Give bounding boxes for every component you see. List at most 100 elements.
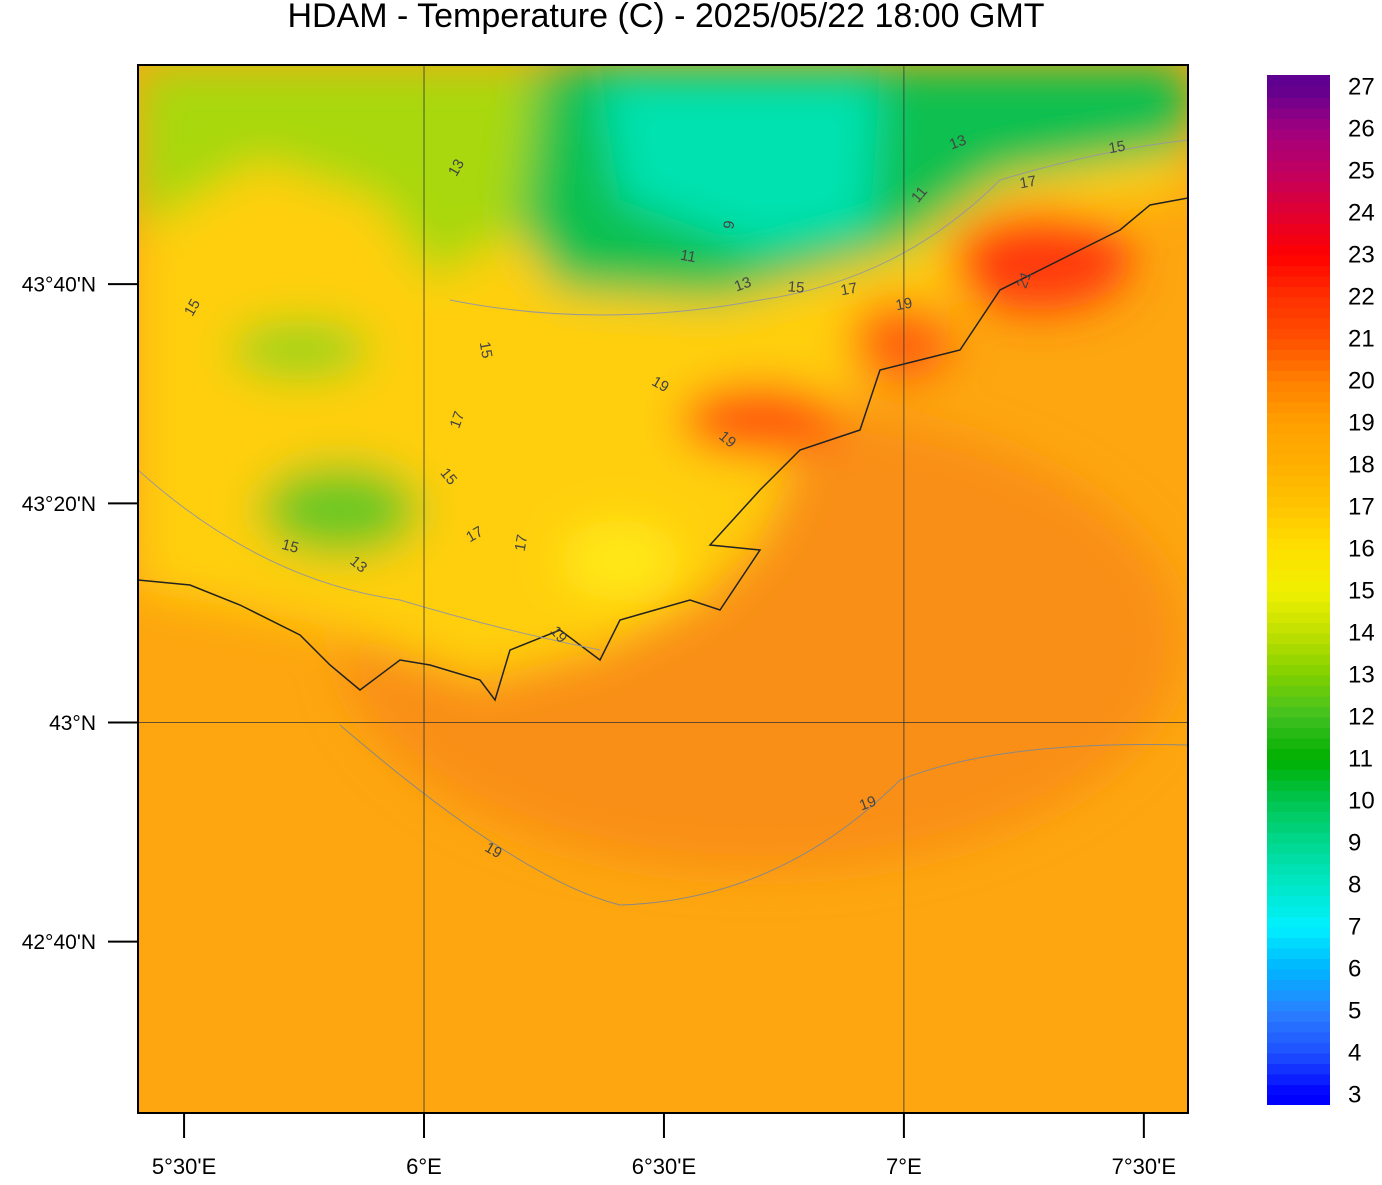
colorbar-tick-label: 12	[1348, 703, 1375, 730]
colorbar-band	[1267, 968, 1330, 980]
contour-label: 17	[447, 409, 469, 430]
colorbar-band	[1267, 370, 1330, 382]
colorbar-tick-label: 24	[1348, 199, 1375, 226]
colorbar-tick-label: 25	[1348, 157, 1375, 184]
contour-label: 19	[894, 295, 913, 315]
colorbar-tick-label: 13	[1348, 661, 1375, 688]
colorbar-band	[1267, 905, 1330, 917]
contour-label: 19	[649, 373, 672, 396]
colorbar-band	[1267, 821, 1330, 833]
colorbar-band	[1267, 706, 1330, 718]
colorbar-band	[1267, 139, 1330, 151]
colorbar-tick-label: 9	[1348, 829, 1361, 856]
contour-label: 15	[280, 536, 301, 557]
colorbar-tick-label: 3	[1348, 1081, 1361, 1108]
colorbar-band	[1267, 296, 1330, 308]
colorbar-band	[1267, 622, 1330, 634]
colorbar-band	[1267, 412, 1330, 424]
colorbar-band	[1267, 86, 1330, 98]
colorbar-tick-label: 23	[1348, 241, 1375, 268]
colorbar-tick-label: 10	[1348, 787, 1375, 814]
colorbar-band	[1267, 590, 1330, 602]
colorbar-tick-label: 17	[1348, 493, 1375, 520]
colorbar-band	[1267, 758, 1330, 770]
colorbar-band	[1267, 1084, 1330, 1096]
contour-label: 15	[181, 296, 204, 319]
colorbar-tick-label: 4	[1348, 1039, 1361, 1066]
colorbar-band	[1267, 1042, 1330, 1054]
colorbar-band	[1267, 979, 1330, 991]
colorbar-band	[1267, 580, 1330, 592]
colorbar-band	[1267, 223, 1330, 235]
contour-label: 17	[512, 533, 532, 552]
contour-label: 15	[787, 278, 805, 296]
colorbar-band	[1267, 779, 1330, 791]
colorbar-band	[1267, 212, 1330, 224]
colorbar-band	[1267, 800, 1330, 812]
colorbar-band	[1267, 422, 1330, 434]
colorbar-band	[1267, 265, 1330, 277]
colorbar-band	[1267, 1073, 1330, 1085]
colorbar-band	[1267, 1063, 1330, 1075]
colorbar-band	[1267, 160, 1330, 172]
colorbar-tick-label: 21	[1348, 325, 1375, 352]
colorbar-band	[1267, 349, 1330, 361]
colorbar-band	[1267, 727, 1330, 739]
colorbar-band	[1267, 254, 1330, 266]
colorbar-band	[1267, 107, 1330, 119]
colorbar-band	[1267, 895, 1330, 907]
colorbar-band	[1267, 790, 1330, 802]
colorbar-cap-top	[1267, 75, 1330, 87]
colorbar-band	[1267, 128, 1330, 140]
colorbar-band	[1267, 97, 1330, 109]
colorbar-band	[1267, 118, 1330, 130]
colorbar-band	[1267, 202, 1330, 214]
contour-label: 9	[720, 219, 738, 230]
colorbar-band	[1267, 433, 1330, 445]
y-tick-label: 43°20'N	[22, 493, 96, 516]
contour-label: 17	[463, 523, 486, 546]
colorbar-band	[1267, 244, 1330, 256]
colorbar-band	[1267, 275, 1330, 287]
colorbar-band	[1267, 664, 1330, 676]
colorbar-band	[1267, 874, 1330, 886]
colorbar-band	[1267, 401, 1330, 413]
colorbar-band	[1267, 695, 1330, 707]
colorbar-band	[1267, 559, 1330, 571]
contour-label: 19	[482, 839, 505, 862]
contour-label: 13	[947, 132, 968, 154]
colorbar-band	[1267, 737, 1330, 749]
colorbar-cap-bottom	[1267, 1095, 1330, 1105]
colorbar-band	[1267, 380, 1330, 392]
colorbar-band	[1267, 853, 1330, 865]
colorbar-band	[1267, 632, 1330, 644]
colorbar-tick-label: 15	[1348, 577, 1375, 604]
colorbar-band	[1267, 653, 1330, 665]
colorbar-band	[1267, 926, 1330, 938]
colorbar-band	[1267, 832, 1330, 844]
colorbar-tick-label: 7	[1348, 913, 1361, 940]
colorbar-tick-label: 16	[1348, 535, 1375, 562]
colorbar-tick-label: 5	[1348, 997, 1361, 1024]
colorbar-band	[1267, 601, 1330, 613]
colorbar-band	[1267, 643, 1330, 655]
colorbar-band	[1267, 811, 1330, 823]
temperature-field	[138, 65, 1188, 1113]
colorbar-tick-label: 6	[1348, 955, 1361, 982]
colorbar-band	[1267, 443, 1330, 455]
colorbar-band	[1267, 1052, 1330, 1064]
contour-label: 17	[839, 280, 858, 300]
colorbar-band	[1267, 884, 1330, 896]
colorbar-band	[1267, 317, 1330, 329]
x-tick-label: 7°30'E	[1112, 1154, 1176, 1179]
colorbar-tick-label: 22	[1348, 283, 1375, 310]
colorbar-tick-label: 19	[1348, 409, 1375, 436]
colorbar-band	[1267, 569, 1330, 581]
colorbar-band	[1267, 359, 1330, 371]
colorbar-band	[1267, 506, 1330, 518]
colorbar-band	[1267, 527, 1330, 539]
y-tick-label: 42°40'N	[22, 931, 96, 954]
colorbar-band	[1267, 538, 1330, 550]
colorbar-tick-label: 8	[1348, 871, 1361, 898]
